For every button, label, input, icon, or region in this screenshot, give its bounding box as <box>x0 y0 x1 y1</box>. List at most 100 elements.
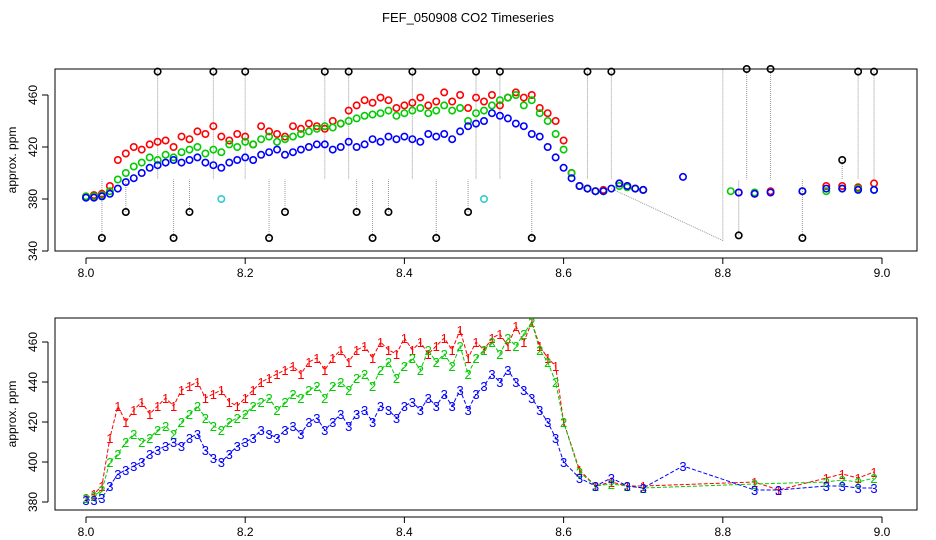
x-tick-label: 8.2 <box>237 266 254 280</box>
point-series-3 <box>273 145 282 154</box>
top-panel: 8.0 8.2 8.4 8.6 8.8 9.0 340 380 420 460 approx. p… <box>5 65 918 280</box>
point-label-series-2: 2 <box>138 435 145 450</box>
point-series-1 <box>145 140 154 149</box>
point-label-series-2: 2 <box>178 415 185 430</box>
point-series-2 <box>241 137 250 146</box>
point-label-series-2: 2 <box>345 383 352 398</box>
point-label-series-3: 3 <box>870 481 877 496</box>
point-series-3 <box>121 178 130 187</box>
point-series-2 <box>543 117 552 126</box>
point-label-series-3: 3 <box>281 423 288 438</box>
point-label-series-1: 1 <box>98 479 105 494</box>
point-label-series-2: 2 <box>234 411 241 426</box>
point-label-series-1: 1 <box>218 383 225 398</box>
point-label-series-3: 3 <box>369 415 376 430</box>
point-label-series-1: 1 <box>162 391 169 406</box>
point-series-raw <box>408 67 417 76</box>
point-label-series-1: 1 <box>409 343 416 358</box>
point-series-2 <box>296 130 305 139</box>
point-label-series-1: 1 <box>361 339 368 354</box>
point-label-series-1: 1 <box>321 363 328 378</box>
point-series-2 <box>479 106 488 115</box>
point-series-3 <box>360 140 369 149</box>
point-series-1 <box>185 135 194 144</box>
point-series-2 <box>432 106 441 115</box>
point-series-3 <box>320 140 329 149</box>
point-series-3 <box>631 184 640 193</box>
point-series-3 <box>209 161 218 170</box>
point-series-1 <box>822 182 831 191</box>
point-series-3 <box>185 156 194 165</box>
point-series-3 <box>607 184 616 193</box>
trace-segment <box>611 188 724 242</box>
point-series-1 <box>448 97 457 106</box>
point-label-series-1: 1 <box>839 467 846 482</box>
point-label-series-2: 2 <box>624 479 631 494</box>
point-label-series-3: 3 <box>775 483 782 498</box>
point-label-series-1: 1 <box>122 415 129 430</box>
point-label-series-3: 3 <box>258 423 265 438</box>
point-label-series-3: 3 <box>305 415 312 430</box>
point-series-3 <box>400 132 409 141</box>
point-label-series-1: 1 <box>273 367 280 382</box>
point-series-1 <box>384 96 393 105</box>
point-series-3 <box>416 137 425 146</box>
point-label-series-2: 2 <box>377 363 384 378</box>
point-series-2 <box>169 153 178 162</box>
top-plot-frame <box>54 68 918 252</box>
point-series-3 <box>464 122 473 131</box>
point-label-series-3: 3 <box>544 415 551 430</box>
point-label-series-3: 3 <box>401 399 408 414</box>
point-series-1 <box>273 130 282 139</box>
point-label-series-2: 2 <box>258 395 265 410</box>
point-label-series-3: 3 <box>234 439 241 454</box>
point-label-series-2: 2 <box>751 477 758 492</box>
point-label-series-1: 1 <box>401 331 408 346</box>
point-label-series-2: 2 <box>409 351 416 366</box>
point-series-1 <box>121 149 130 158</box>
point-label-series-3: 3 <box>194 427 201 442</box>
point-series-raw <box>185 208 194 217</box>
point-label-series-3: 3 <box>337 407 344 422</box>
point-label-series-2: 2 <box>265 391 272 406</box>
point-label-series-1: 1 <box>186 379 193 394</box>
bottom-y-axis-label: approx. ppm <box>5 381 19 448</box>
y-tick-label: 420 <box>26 137 40 157</box>
point-series-2 <box>113 175 122 184</box>
point-label-series-2: 2 <box>496 347 503 362</box>
point-label-series-2: 2 <box>210 419 217 434</box>
point-label-series-1: 1 <box>433 339 440 354</box>
point-label-series-2: 2 <box>353 371 360 386</box>
point-label-series-1: 1 <box>592 479 599 494</box>
point-series-2 <box>448 106 457 115</box>
point-label-series-1: 1 <box>210 387 217 402</box>
series-line-2 <box>85 320 875 499</box>
point-series-3 <box>304 143 313 152</box>
point-series-2 <box>193 143 202 152</box>
point-series-3 <box>328 145 337 154</box>
point-label-series-1: 1 <box>297 367 304 382</box>
point-series-2 <box>416 104 425 113</box>
series-line-1 <box>85 320 875 499</box>
point-series-3 <box>448 135 457 144</box>
point-series-1 <box>511 88 520 97</box>
point-label-series-3: 3 <box>289 419 296 434</box>
point-series-raw <box>464 208 473 217</box>
point-series-3 <box>312 140 321 149</box>
point-series-3 <box>153 161 162 170</box>
point-label-series-1: 1 <box>154 399 161 414</box>
point-label-series-2: 2 <box>839 473 846 488</box>
point-series-2 <box>336 119 345 128</box>
point-series-2 <box>225 140 234 149</box>
point-label-series-2: 2 <box>488 335 495 350</box>
point-label-series-1: 1 <box>560 415 567 430</box>
point-series-1 <box>424 101 433 110</box>
point-series-1 <box>392 104 401 113</box>
point-series-raw <box>352 208 361 217</box>
point-label-series-3: 3 <box>576 471 583 486</box>
point-series-3 <box>296 145 305 154</box>
point-series-3 <box>527 130 536 139</box>
point-series-3 <box>424 130 433 139</box>
point-series-1 <box>304 119 313 128</box>
point-label-series-1: 1 <box>417 335 424 350</box>
